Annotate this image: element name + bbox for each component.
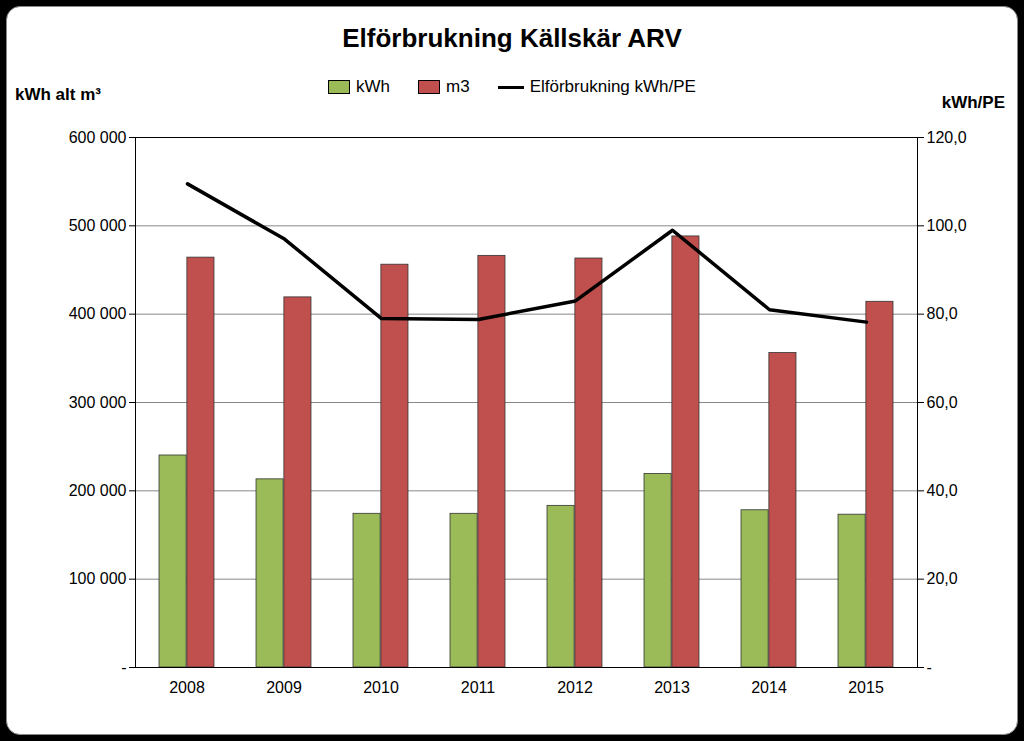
svg-text:60,0: 60,0 bbox=[927, 394, 958, 411]
svg-text:100,0: 100,0 bbox=[927, 217, 967, 234]
svg-text:80,0: 80,0 bbox=[927, 305, 958, 322]
svg-text:40,0: 40,0 bbox=[927, 482, 958, 499]
svg-text:-: - bbox=[121, 659, 126, 676]
svg-text:500 000: 500 000 bbox=[69, 217, 127, 234]
html-text:kWh alt m³: kWh alt m³ bbox=[15, 85, 101, 104]
svg-text:300 000: 300 000 bbox=[69, 394, 127, 411]
svg-text:200 000: 200 000 bbox=[69, 482, 127, 499]
svg-text:100 000: 100 000 bbox=[69, 570, 127, 587]
html-text:kWh/PE: kWh/PE bbox=[941, 93, 1005, 112]
svg-text:2014: 2014 bbox=[751, 679, 787, 696]
html-text:kWh: kWh bbox=[356, 77, 390, 96]
svg-text:400 000: 400 000 bbox=[69, 305, 127, 322]
svg-text:2013: 2013 bbox=[654, 679, 690, 696]
svg-text:600 000: 600 000 bbox=[69, 129, 127, 146]
html-text:Elförbrukning kWh/PE: Elförbrukning kWh/PE bbox=[529, 77, 696, 96]
svg-text:20,0: 20,0 bbox=[927, 570, 958, 587]
svg-text:2009: 2009 bbox=[266, 679, 302, 696]
html-text:Elförbrukning Källskär ARV: Elförbrukning Källskär ARV bbox=[342, 23, 682, 53]
svg-text:2015: 2015 bbox=[848, 679, 884, 696]
svg-text:2008: 2008 bbox=[169, 679, 205, 696]
svg-text:120,0: 120,0 bbox=[927, 129, 967, 146]
svg-text:-: - bbox=[927, 659, 932, 676]
svg-text:2012: 2012 bbox=[557, 679, 593, 696]
svg-text:2011: 2011 bbox=[461, 679, 496, 696]
html-text:m3: m3 bbox=[446, 77, 470, 96]
svg-text:2010: 2010 bbox=[363, 679, 399, 696]
